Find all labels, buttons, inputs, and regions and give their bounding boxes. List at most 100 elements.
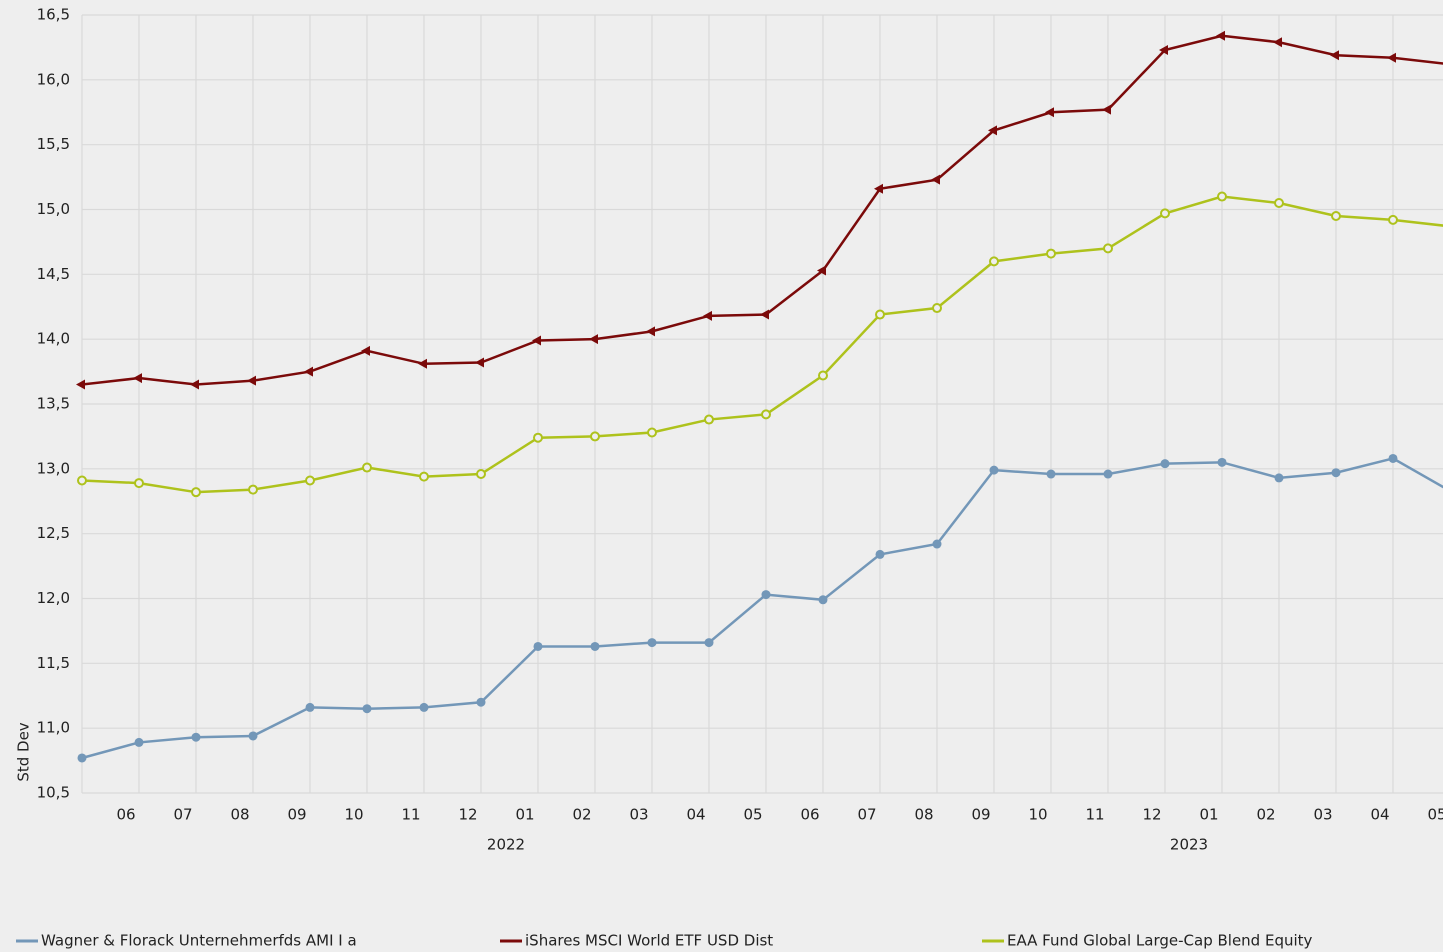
point [533, 641, 543, 651]
point [1046, 469, 1056, 479]
y-tick-label: 15,5 [37, 135, 70, 153]
point [361, 345, 370, 356]
legend-label: iShares MSCI World ETF USD Dist [525, 932, 773, 950]
point [532, 335, 541, 346]
point [931, 174, 940, 185]
point [703, 310, 712, 321]
point [1388, 453, 1398, 463]
point [1274, 198, 1284, 209]
point [760, 309, 769, 320]
x-tick-label: 08 [914, 806, 933, 824]
x-tick-label: 10 [344, 806, 363, 824]
point [817, 265, 826, 276]
point [875, 549, 885, 559]
point [248, 484, 258, 495]
point [191, 732, 201, 742]
x-tick-label: 12 [1142, 806, 1161, 824]
x-tick-label: 12 [458, 806, 477, 824]
x-tick-label: 05 [1427, 806, 1443, 824]
x-tick-label: 04 [686, 806, 705, 824]
y-tick-label: 13,0 [37, 459, 70, 477]
x-tick-label: 07 [173, 806, 192, 824]
year-label: 2023 [1170, 836, 1208, 854]
point [1103, 243, 1113, 254]
point [590, 641, 600, 651]
year-label: 2022 [487, 836, 525, 854]
x-tick-label: 09 [971, 806, 990, 824]
point [190, 379, 199, 390]
point [1103, 469, 1113, 479]
point [76, 379, 85, 390]
point [305, 702, 315, 712]
point [1102, 104, 1111, 115]
point [1045, 107, 1054, 118]
point [704, 638, 714, 648]
x-tick-label: 11 [1085, 806, 1104, 824]
point [77, 475, 87, 486]
point [1160, 459, 1170, 469]
point [989, 256, 999, 267]
point [362, 462, 372, 473]
point [362, 704, 372, 714]
point [989, 465, 999, 475]
legend-label: Wagner & Florack Unternehmerfds AMI I a [41, 932, 357, 950]
point [647, 638, 657, 648]
y-tick-label: 12,5 [37, 524, 70, 542]
point [1330, 50, 1339, 61]
point [134, 478, 144, 489]
plot-area [76, 14, 1443, 794]
y-tick-label: 14,0 [37, 330, 70, 348]
point [1046, 248, 1056, 259]
point [704, 414, 714, 425]
x-tick-label: 09 [287, 806, 306, 824]
point [476, 469, 486, 480]
point [305, 475, 315, 486]
x-tick-label: 01 [515, 806, 534, 824]
point [533, 432, 543, 443]
point [247, 375, 256, 386]
point [248, 731, 258, 741]
point [988, 125, 997, 136]
point [1217, 191, 1227, 202]
point [77, 753, 87, 763]
point [875, 309, 885, 320]
point [475, 357, 484, 368]
x-tick-label: 07 [857, 806, 876, 824]
point [818, 595, 828, 605]
point [418, 358, 427, 369]
point [1216, 30, 1225, 41]
series-line [81, 457, 1443, 760]
point [304, 366, 313, 377]
x-tick-label: 05 [743, 806, 762, 824]
y-tick-label: 11,0 [37, 719, 70, 737]
y-axis-label: Std Dev [15, 722, 33, 781]
point [1273, 37, 1282, 48]
point [419, 702, 429, 712]
x-tick-label: 03 [629, 806, 648, 824]
legend-label: EAA Fund Global Large-Cap Blend Equity [1007, 932, 1313, 950]
x-tick-label: 08 [230, 806, 249, 824]
x-tick-label: 06 [800, 806, 819, 824]
x-tick-label: 03 [1313, 806, 1332, 824]
point [133, 373, 142, 384]
y-tick-label: 16,5 [37, 6, 70, 24]
point [932, 303, 942, 314]
y-tick-label: 15,0 [37, 200, 70, 218]
point [590, 431, 600, 442]
point [1388, 214, 1398, 225]
point [1331, 210, 1341, 221]
point [1160, 208, 1170, 219]
point [476, 697, 486, 707]
point [191, 487, 201, 498]
y-tick-label: 12,0 [37, 589, 70, 607]
y-tick-label: 16,0 [37, 70, 70, 88]
x-tick-label: 02 [572, 806, 591, 824]
series-line [81, 195, 1443, 494]
series-line [81, 34, 1443, 386]
point [1331, 468, 1341, 478]
point [1274, 473, 1284, 483]
point [761, 590, 771, 600]
x-tick-label: 06 [116, 806, 135, 824]
y-tick-label: 11,5 [37, 654, 70, 672]
